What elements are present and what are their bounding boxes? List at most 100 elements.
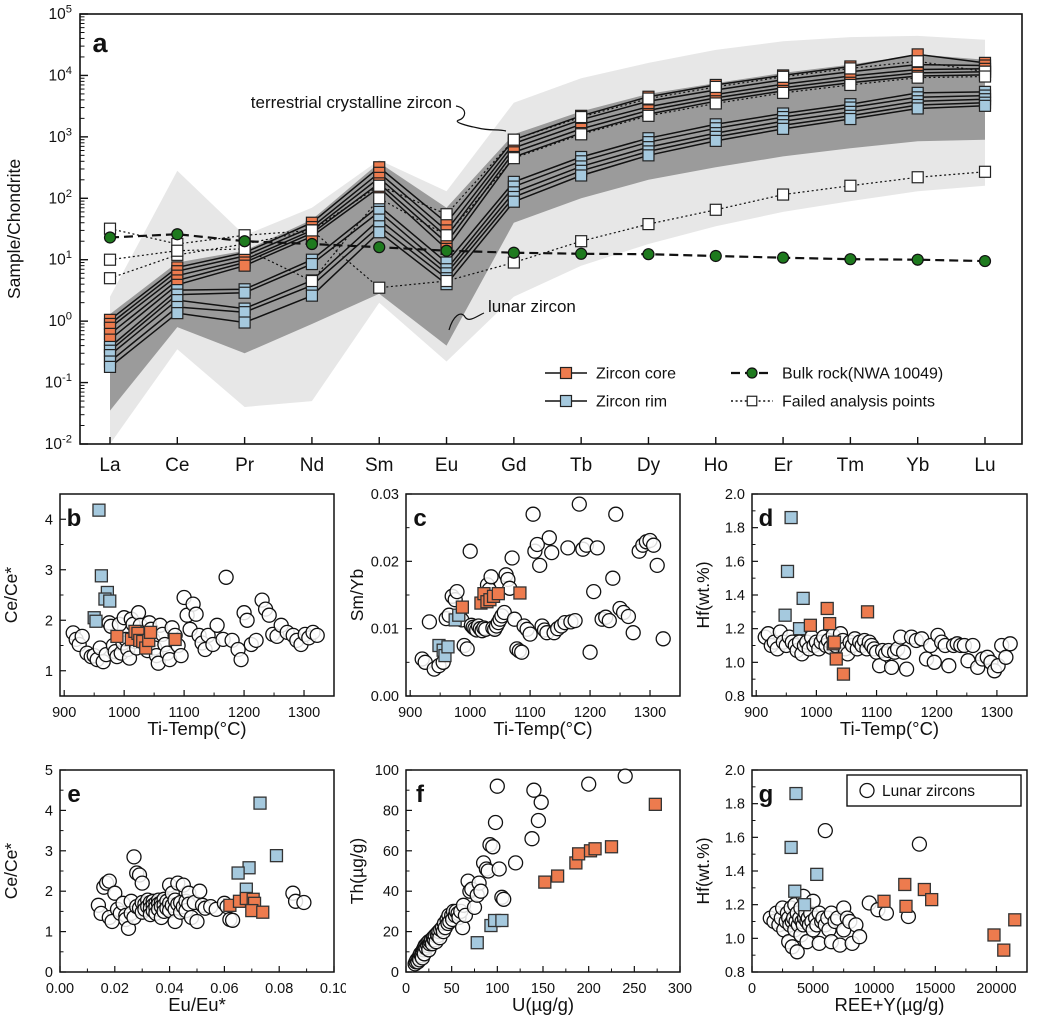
svg-text:1200: 1200	[228, 705, 260, 721]
svg-text:2.0: 2.0	[725, 487, 745, 503]
panel-b-chart: 900 1000 1100 1200 1300 1 2 3 4 Ti-Temp(°C) Ce/Ce*…	[1, 493, 335, 739]
svg-text:900: 900	[52, 705, 76, 721]
svg-text:Pr: Pr	[235, 455, 255, 476]
svg-text:0: 0	[402, 981, 410, 997]
y-axis-title: Hf(wt.%)	[693, 561, 713, 628]
svg-text:100: 100	[375, 763, 399, 779]
svg-text:Tb: Tb	[570, 455, 592, 476]
svg-text:Lu: Lu	[974, 455, 995, 476]
svg-text:101: 101	[49, 249, 72, 269]
svg-text:1100: 1100	[861, 705, 892, 721]
svg-text:900: 900	[744, 705, 768, 721]
panel-f-chart: 0 50 100 150 200 250 300020406080100U(µg/g)Th(…	[347, 763, 692, 1015]
x-axis-title: Ti-Temp(°C)	[147, 718, 246, 739]
panel-letter: b	[67, 505, 82, 532]
annotations: terrestrial crystalline zircon lunar zirc…	[251, 93, 576, 331]
svg-text:0.02: 0.02	[101, 981, 129, 997]
svg-text:0.00: 0.00	[371, 689, 399, 705]
svg-text:1.4: 1.4	[725, 588, 745, 604]
y-axis-title: Sm/Yb	[347, 569, 367, 622]
panel-letter: g	[759, 781, 774, 808]
svg-text:60: 60	[383, 844, 399, 860]
zircon-rim-5-line	[109, 105, 986, 368]
shaded-fields	[110, 35, 985, 445]
svg-text:0.8: 0.8	[725, 689, 745, 705]
annotation-1: lunar zircon	[488, 297, 576, 316]
svg-text:1300: 1300	[288, 705, 320, 721]
svg-text:Ho: Ho	[704, 455, 728, 476]
panel-g-chart: 0 5000 10000 15000 20000 0.8 1.0 1.2 1.4 1.6 1.8 2.…	[693, 763, 1028, 1015]
zircon-core-1-line	[109, 53, 986, 321]
svg-text:250: 250	[622, 981, 646, 997]
svg-text:900: 900	[398, 705, 422, 721]
scatter-row-2: 0.00 0.02 0.04 0.06 0.08 0.10 0 1 2 3 4 5 Eu/Eu* Ce/C…	[0, 754, 1039, 1030]
legend: Zircon core Zircon rim Bulk rock(NWA 10049…	[545, 366, 943, 411]
svg-text:Lunar zircons: Lunar zircons	[882, 783, 975, 800]
svg-text:10-1: 10-1	[45, 372, 72, 392]
panel-letter: f	[416, 781, 425, 808]
x-axis-title: Eu/Eu*	[168, 994, 226, 1015]
series-lines	[109, 53, 986, 368]
svg-text:80: 80	[383, 803, 399, 819]
svg-text:0.04: 0.04	[155, 981, 183, 997]
svg-text:1300: 1300	[634, 705, 666, 721]
series-markers	[103, 48, 992, 373]
svg-text:5000: 5000	[797, 981, 829, 997]
svg-text:0: 0	[391, 965, 399, 981]
svg-text:1.8: 1.8	[725, 797, 745, 813]
svg-text:Failed analysis points: Failed analysis points	[782, 394, 935, 411]
svg-text:0.10: 0.10	[320, 981, 346, 997]
x-axis-title: Ti-Temp(°C)	[840, 718, 939, 739]
y-axis-title: Th(µg/g)	[347, 838, 367, 905]
svg-text:20: 20	[383, 925, 399, 941]
svg-text:0: 0	[45, 965, 53, 981]
svg-text:1.6: 1.6	[725, 830, 745, 846]
svg-text:102: 102	[49, 188, 72, 208]
svg-text:50: 50	[444, 981, 460, 997]
panel-letter: c	[413, 505, 426, 532]
svg-text:1: 1	[45, 664, 53, 680]
svg-text:4: 4	[45, 512, 53, 528]
svg-text:1300: 1300	[981, 705, 1013, 721]
svg-text:Zircon rim: Zircon rim	[596, 394, 667, 411]
series-points	[65, 503, 325, 671]
svg-text:105: 105	[49, 4, 72, 24]
bulk-rock-line	[109, 233, 986, 263]
panel-letter: d	[759, 505, 774, 532]
svg-text:100: 100	[49, 311, 72, 331]
svg-text:10000: 10000	[854, 981, 894, 997]
svg-text:10-2: 10-2	[45, 434, 72, 454]
svg-text:150: 150	[531, 981, 555, 997]
svg-text:1100: 1100	[169, 705, 200, 721]
y-axis-title: Hf(wt.%)	[693, 837, 713, 904]
svg-text:1.0: 1.0	[725, 655, 745, 671]
svg-text:Bulk rock(NWA 10049): Bulk rock(NWA 10049)	[782, 366, 943, 383]
x-axis-title: REE+Y(µg/g)	[835, 994, 945, 1015]
axis: 10-2 10-1 100 101 102 103 104 105 La Ce Pr Nd Sm Eu Gd…	[45, 4, 1023, 476]
svg-text:2.0: 2.0	[725, 763, 745, 779]
svg-text:0.03: 0.03	[371, 487, 399, 503]
series-points	[90, 796, 312, 937]
svg-text:0.06: 0.06	[210, 981, 238, 997]
zircon-rim-1-line	[109, 91, 986, 348]
series-points	[762, 786, 1022, 960]
panel-c-chart: 900 1000 1100 1200 1300 0.00 0.01 0.02 0.03 Ti-Te…	[347, 487, 681, 739]
svg-text:3: 3	[45, 563, 53, 579]
svg-text:1: 1	[45, 925, 53, 941]
annotation-0: terrestrial crystalline zircon	[251, 93, 452, 112]
scatter-row-1: 900 1000 1100 1200 1300 1 2 3 4 Ti-Temp(°C) Ce/Ce*…	[0, 478, 1039, 754]
svg-text:1.2: 1.2	[725, 622, 745, 638]
svg-text:40: 40	[383, 884, 399, 900]
svg-text:0.8: 0.8	[725, 965, 745, 981]
zircon-rim-3-line	[109, 98, 986, 356]
svg-text:1000: 1000	[800, 705, 832, 721]
svg-text:2: 2	[45, 884, 53, 900]
svg-text:0.08: 0.08	[265, 981, 293, 997]
x-axis-title: Ti-Temp(°C)	[493, 718, 592, 739]
svg-text:3: 3	[45, 844, 53, 860]
legend: Lunar zircons	[846, 774, 1022, 807]
svg-text:Yb: Yb	[906, 455, 929, 476]
series-points	[407, 768, 662, 972]
svg-text:Er: Er	[774, 455, 794, 476]
zircon-core-5-line	[109, 74, 986, 341]
